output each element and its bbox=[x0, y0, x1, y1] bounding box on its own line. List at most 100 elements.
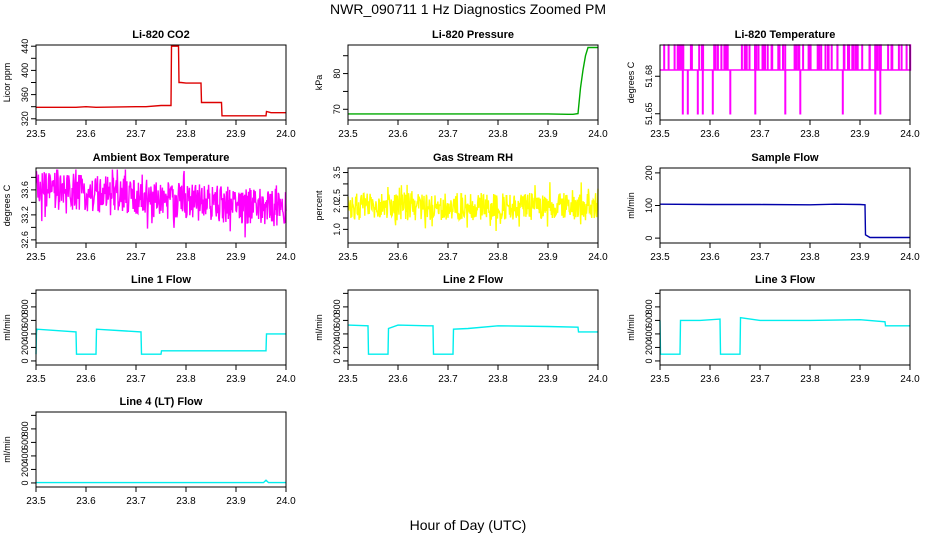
y-tick-label: 2.5 bbox=[332, 189, 342, 202]
x-tick-label: 23.9 bbox=[226, 374, 246, 385]
y-tick-label: 32.6 bbox=[20, 231, 30, 249]
x-tick-label: 23.6 bbox=[388, 252, 408, 263]
x-tick-label: 23.9 bbox=[850, 374, 870, 385]
y-axis-label: ml/min bbox=[2, 436, 12, 463]
x-tick-label: 23.7 bbox=[126, 374, 146, 385]
y-tick-label: 400 bbox=[20, 326, 30, 341]
x-tick-label: 23.8 bbox=[800, 374, 820, 385]
x-tick-label: 23.8 bbox=[176, 252, 196, 263]
panel-7: Line 1 Flow 23.5 23.6 23.7 23.8 23.9 24.0 0 2004… bbox=[2, 274, 296, 385]
x-tick-label: 23.5 bbox=[650, 129, 670, 140]
x-tick-label: 23.7 bbox=[438, 129, 458, 140]
x-tick-label: 23.6 bbox=[700, 374, 720, 385]
panel-title: Ambient Box Temperature bbox=[93, 152, 230, 164]
x-tick-label: 23.8 bbox=[176, 496, 196, 507]
y-axis-label: kPa bbox=[314, 75, 324, 91]
x-tick-label: 23.6 bbox=[388, 374, 408, 385]
y-axis-label: ml/min bbox=[626, 192, 636, 219]
y-tick-label: 3.5 bbox=[332, 166, 342, 179]
y-tick-label: 200 bbox=[332, 340, 342, 355]
y-tick-label: 33.6 bbox=[20, 181, 30, 199]
panel-title: Li-820 CO2 bbox=[132, 29, 189, 41]
data-series bbox=[348, 46, 598, 116]
x-tick-label: 23.5 bbox=[650, 252, 670, 263]
figure-title: NWR_090711 1 Hz Diagnostics Zoomed PM bbox=[330, 1, 606, 17]
x-tick-label: 23.6 bbox=[388, 129, 408, 140]
data-series bbox=[659, 203, 910, 239]
x-tick-label: 23.7 bbox=[126, 252, 146, 263]
x-tick-label: 23.5 bbox=[650, 374, 670, 385]
x-tick-label: 24.0 bbox=[276, 129, 296, 140]
y-axis-label: degrees C bbox=[626, 61, 636, 103]
x-tick-label: 24.0 bbox=[276, 374, 296, 385]
y-axis-label: degrees C bbox=[2, 184, 12, 226]
x-tick-label: 23.6 bbox=[76, 129, 96, 140]
plot-frame bbox=[35, 411, 287, 488]
panel-title: Li-820 Pressure bbox=[432, 29, 514, 41]
x-tick-label: 23.5 bbox=[26, 252, 46, 263]
y-tick-label: 600 bbox=[20, 313, 30, 328]
y-tick-label: 200 bbox=[20, 340, 30, 355]
y-axis-label: ml/min bbox=[626, 314, 636, 341]
x-tick-label: 23.9 bbox=[538, 374, 558, 385]
x-tick-label: 23.8 bbox=[800, 129, 820, 140]
x-tick-label: 24.0 bbox=[276, 252, 296, 263]
y-tick-label: 400 bbox=[20, 448, 30, 463]
y-tick-label: 70 bbox=[332, 104, 342, 114]
plot-frame bbox=[347, 167, 599, 244]
panel-title: Sample Flow bbox=[751, 152, 819, 164]
y-tick-label: 0 bbox=[20, 480, 30, 485]
x-tick-label: 23.6 bbox=[700, 129, 720, 140]
x-tick-label: 23.5 bbox=[26, 374, 46, 385]
y-tick-label: 51.65 bbox=[644, 102, 654, 125]
panel-title: Gas Stream RH bbox=[433, 152, 513, 164]
y-tick-label: 800 bbox=[20, 299, 30, 314]
panel-title: Li-820 Temperature bbox=[735, 29, 836, 41]
x-tick-label: 23.5 bbox=[338, 129, 358, 140]
x-tick-label: 23.9 bbox=[226, 129, 246, 140]
panel-1: Li-820 CO2 23.5 23.6 23.7 23.8 23.9 24.0 320 360… bbox=[2, 29, 296, 140]
x-tick-label: 23.9 bbox=[850, 129, 870, 140]
plot-frame bbox=[35, 44, 287, 121]
plot-frame bbox=[347, 289, 599, 366]
x-tick-label: 23.7 bbox=[750, 252, 770, 263]
x-tick-label: 24.0 bbox=[588, 129, 608, 140]
x-tick-label: 23.5 bbox=[338, 374, 358, 385]
y-axis-label: ml/min bbox=[2, 314, 12, 341]
y-tick-label: 100 bbox=[644, 198, 654, 213]
plot-frame bbox=[347, 44, 599, 121]
data-series bbox=[347, 182, 599, 232]
y-tick-label: 600 bbox=[20, 435, 30, 450]
panel-4: Ambient Box Temperature 23.5 23.6 23.7 23.8 2… bbox=[2, 152, 296, 263]
y-tick-label: 400 bbox=[20, 63, 30, 78]
y-tick-label: 440 bbox=[20, 39, 30, 54]
panel-title: Line 4 (LT) Flow bbox=[120, 396, 203, 408]
x-tick-label: 23.7 bbox=[750, 129, 770, 140]
x-tick-label: 24.0 bbox=[900, 252, 920, 263]
x-tick-label: 23.9 bbox=[226, 252, 246, 263]
x-tick-label: 24.0 bbox=[588, 374, 608, 385]
panel-9: Line 3 Flow 23.5 23.6 23.7 23.8 23.9 24.0 0 2004… bbox=[626, 274, 920, 385]
y-tick-label: 200 bbox=[20, 462, 30, 477]
data-series bbox=[659, 316, 910, 355]
y-tick-label: 0 bbox=[644, 358, 654, 363]
panel-title: Line 2 Flow bbox=[443, 274, 503, 286]
data-series bbox=[36, 479, 286, 484]
x-tick-label: 23.8 bbox=[176, 374, 196, 385]
y-tick-label: 0 bbox=[20, 358, 30, 363]
panel-5: Gas Stream RH 23.5 23.6 23.7 23.8 23.9 24.0 1.0… bbox=[314, 152, 608, 263]
x-tick-label: 23.9 bbox=[538, 252, 558, 263]
y-tick-label: 400 bbox=[644, 326, 654, 341]
x-tick-label: 23.6 bbox=[76, 496, 96, 507]
y-tick-label: 800 bbox=[20, 421, 30, 436]
plot-frame bbox=[659, 44, 911, 121]
x-tick-label: 24.0 bbox=[276, 496, 296, 507]
x-tick-label: 23.5 bbox=[338, 252, 358, 263]
x-tick-label: 23.9 bbox=[538, 129, 558, 140]
x-axis-label: Hour of Day (UTC) bbox=[409, 517, 527, 533]
y-tick-label: 360 bbox=[20, 87, 30, 102]
y-tick-label: 600 bbox=[332, 313, 342, 328]
y-axis-label: percent bbox=[314, 190, 324, 221]
y-tick-label: 33.2 bbox=[20, 206, 30, 224]
